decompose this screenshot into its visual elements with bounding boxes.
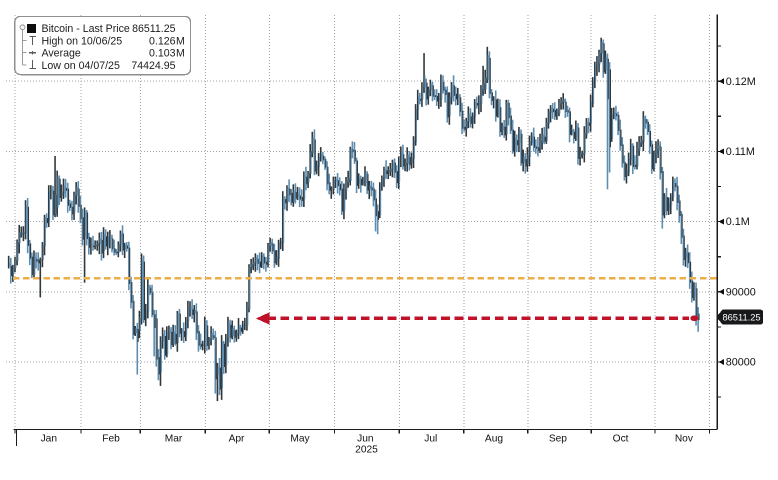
svg-text:80000: 80000 [726,357,756,369]
svg-text:0.126: 0.126 [149,35,176,47]
svg-text:High on 10/06/25: High on 10/06/25 [42,35,123,47]
svg-text:90000: 90000 [726,286,756,298]
svg-text:86511.25: 86511.25 [722,313,760,323]
svg-text:Nov: Nov [675,434,694,445]
svg-text:86511.25: 86511.25 [132,23,176,35]
svg-text:Bitcoin - Last Price: Bitcoin - Last Price [42,23,130,35]
svg-text:74424.95: 74424.95 [131,60,175,72]
svg-text:Jul: Jul [424,434,437,445]
svg-text:Average: Average [42,48,81,60]
svg-text:M: M [176,48,185,60]
svg-text:M: M [176,35,185,47]
svg-text:2025: 2025 [355,445,378,456]
svg-text:0.103: 0.103 [149,48,176,60]
svg-text:0.11M: 0.11M [726,146,755,158]
svg-text:Apr: Apr [229,434,245,445]
svg-text:Low on 04/07/25: Low on 04/07/25 [42,60,120,72]
svg-text:May: May [290,434,310,445]
svg-text:Aug: Aug [485,434,503,445]
svg-text:0.1M: 0.1M [726,216,750,228]
svg-text:0.12M: 0.12M [726,76,756,88]
svg-text:Mar: Mar [165,434,183,445]
svg-text:Jun: Jun [357,434,373,445]
svg-text:Sep: Sep [549,434,567,445]
svg-text:Feb: Feb [102,434,120,445]
svg-text:Oct: Oct [613,434,629,445]
svg-text:Jan: Jan [41,434,57,445]
